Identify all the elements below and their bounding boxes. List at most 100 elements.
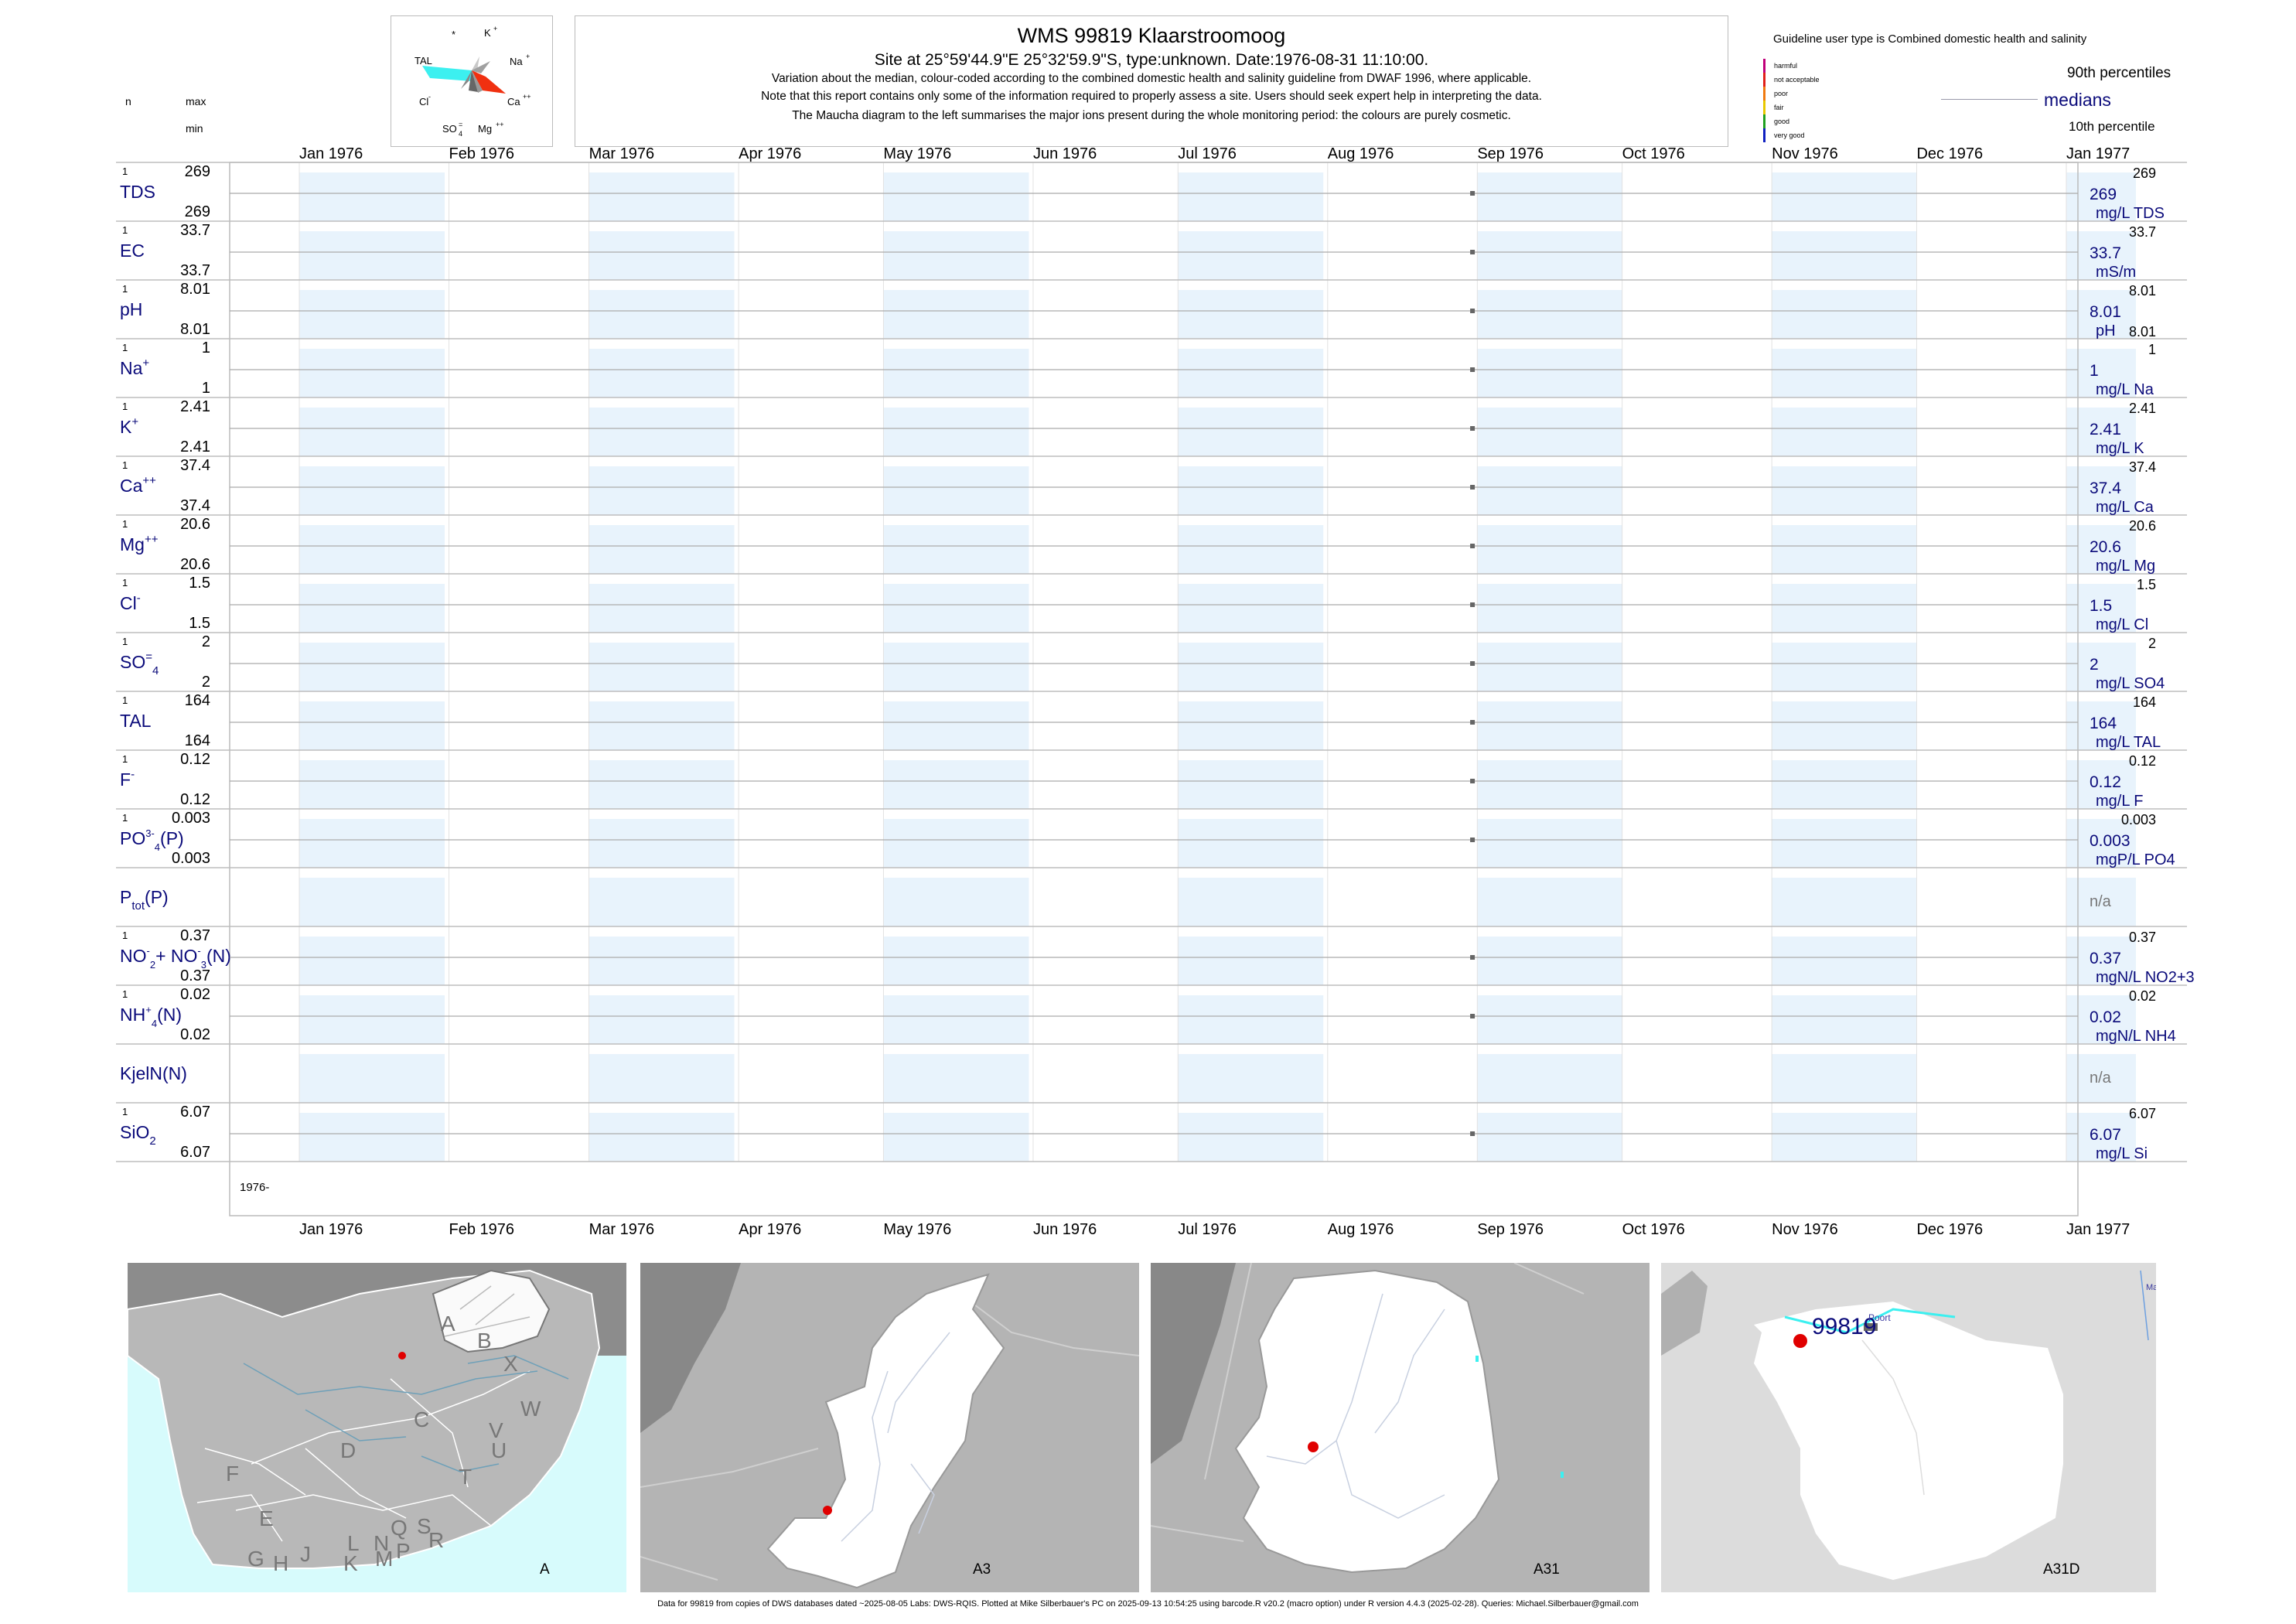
map-region-label: B xyxy=(477,1329,492,1353)
month-label-top: Oct 1976 xyxy=(1622,145,1685,162)
row-n: 1 xyxy=(122,988,128,1000)
map-region-label: P xyxy=(396,1539,411,1563)
row-n: 1 xyxy=(122,165,128,177)
svg-text:++: ++ xyxy=(496,121,504,128)
map-a-name: A xyxy=(540,1561,550,1578)
month-band xyxy=(588,584,735,633)
row-p90: 269 xyxy=(2133,165,2156,181)
month-band xyxy=(883,408,1029,456)
month-band xyxy=(1178,172,1324,221)
row-unit: mgP/L PO4 xyxy=(2096,851,2175,868)
row-unit: mg/L K xyxy=(2096,440,2144,457)
month-label-bottom: Dec 1976 xyxy=(1916,1221,1983,1238)
sample-point xyxy=(1470,367,1476,372)
month-band xyxy=(883,349,1029,397)
row-median: 8.01 xyxy=(2090,303,2121,321)
guideline-title: Guideline user type is Combined domestic… xyxy=(1773,32,2087,46)
map-region-label: H xyxy=(273,1551,288,1575)
row-min: 8.01 xyxy=(180,321,210,338)
month-band xyxy=(299,466,445,515)
row-max: 0.37 xyxy=(180,927,210,944)
month-band xyxy=(883,466,1029,515)
month-band xyxy=(883,231,1029,280)
row-max: 1.5 xyxy=(189,575,210,592)
month-band xyxy=(1477,878,1622,926)
month-band xyxy=(588,408,735,456)
month-band xyxy=(1772,995,1917,1044)
row-n: 1 xyxy=(122,224,128,236)
row-min: 1.5 xyxy=(189,615,210,632)
month-band xyxy=(588,701,735,750)
parameter-label: PO3-4(P) xyxy=(120,827,184,853)
month-label-top: Jan 1977 xyxy=(2066,145,2130,162)
month-band xyxy=(1477,937,1622,985)
parameter-label: NO-2+ NO-3(N) xyxy=(120,945,231,971)
maucha-so4-wedge xyxy=(469,70,478,92)
month-band xyxy=(1477,701,1622,750)
month-label-bottom: Apr 1976 xyxy=(739,1221,801,1238)
map-region-label: J xyxy=(300,1542,311,1566)
sample-point xyxy=(1470,720,1476,725)
month-label-bottom: Mar 1976 xyxy=(589,1221,655,1238)
parameter-label: TAL xyxy=(120,711,152,731)
row-n: 1 xyxy=(122,930,128,941)
row-unit: mg/L TDS xyxy=(2096,205,2165,222)
row-p90: 33.7 xyxy=(2129,224,2156,240)
row-p90: 0.12 xyxy=(2129,753,2156,769)
svg-text:-: - xyxy=(428,93,431,101)
map-region-label: L xyxy=(347,1531,360,1555)
row-p90: 2 xyxy=(2148,636,2156,651)
month-band xyxy=(1772,937,1917,985)
row-p90: 2.41 xyxy=(2129,401,2156,416)
row-n: 1 xyxy=(122,1106,128,1117)
parameter-label: Cl- xyxy=(120,592,141,613)
footer-credits: Data for 99819 from copies of DWS databa… xyxy=(657,1599,1639,1609)
row-median: 6.07 xyxy=(2090,1126,2121,1144)
row-max: 2.41 xyxy=(180,398,210,415)
barcode-chart: Jan 1976 Jan 1976 Feb 1976 Feb 1976 Mar 1976… xyxy=(116,145,2195,1238)
month-label-bottom: Jun 1976 xyxy=(1033,1221,1097,1238)
map-region-label: N xyxy=(374,1531,389,1555)
month-band xyxy=(883,701,1029,750)
month-label-top: Mar 1976 xyxy=(589,145,655,162)
month-band xyxy=(1477,290,1622,339)
month-band xyxy=(1178,878,1324,926)
month-band xyxy=(299,408,445,456)
legend-category-label: very good xyxy=(1774,131,1805,139)
month-band xyxy=(588,995,735,1044)
map-a31d-name: A31D xyxy=(2043,1561,2080,1578)
row-max: 6.07 xyxy=(180,1104,210,1121)
row-min: 0.02 xyxy=(180,1026,210,1043)
month-band xyxy=(1477,819,1622,868)
maucha-star-label: * xyxy=(452,29,455,40)
row-unit: mgN/L NH4 xyxy=(2096,1028,2176,1045)
row-median-na: n/a xyxy=(2090,1070,2112,1087)
parameter-label: Ptot(P) xyxy=(120,887,169,913)
month-band xyxy=(883,995,1029,1044)
median-legend-line xyxy=(1941,99,2038,100)
month-band xyxy=(883,937,1029,985)
month-label-top: Jan 1976 xyxy=(299,145,363,162)
month-label-top: May 1976 xyxy=(883,145,951,162)
month-label-bottom: Jan 1977 xyxy=(2066,1221,2130,1238)
month-label-top: Apr 1976 xyxy=(739,145,801,162)
row-max: 20.6 xyxy=(180,516,210,533)
row-min: 0.37 xyxy=(180,967,210,984)
row-max: 0.02 xyxy=(180,986,210,1003)
svg-text:=: = xyxy=(459,121,462,128)
row-median: 0.02 xyxy=(2090,1008,2121,1026)
month-band xyxy=(1772,231,1917,280)
month-band xyxy=(883,819,1029,868)
map-a31d-svg: 99819 Poort Ma xyxy=(1661,1270,2156,1580)
row-median: 164 xyxy=(2090,715,2117,732)
parameter-label: Ca++ xyxy=(120,474,156,496)
parameter-label: Na+ xyxy=(120,357,149,378)
row-median: 0.12 xyxy=(2090,773,2121,791)
parameter-label: SO=4 xyxy=(120,650,159,677)
note-line-2: Note that this report contains only some… xyxy=(761,90,1542,103)
month-band xyxy=(1772,878,1917,926)
month-band xyxy=(1477,760,1622,809)
map-place-label: Poort xyxy=(1868,1312,1891,1323)
month-band xyxy=(588,760,735,809)
title-box: WMS 99819 Klaarstroomoog Site at 25°59'4… xyxy=(575,15,1728,147)
